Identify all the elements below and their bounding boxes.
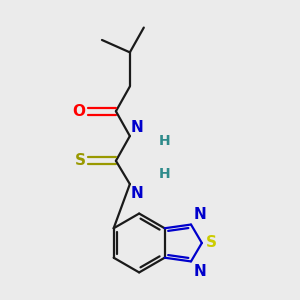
Text: H: H — [159, 134, 170, 148]
Text: S: S — [74, 153, 86, 168]
Text: N: N — [194, 264, 206, 279]
Text: O: O — [73, 104, 85, 119]
Text: N: N — [130, 186, 143, 201]
Text: N: N — [194, 207, 206, 222]
Text: H: H — [159, 167, 170, 181]
Text: N: N — [130, 119, 143, 134]
Text: S: S — [206, 236, 217, 250]
